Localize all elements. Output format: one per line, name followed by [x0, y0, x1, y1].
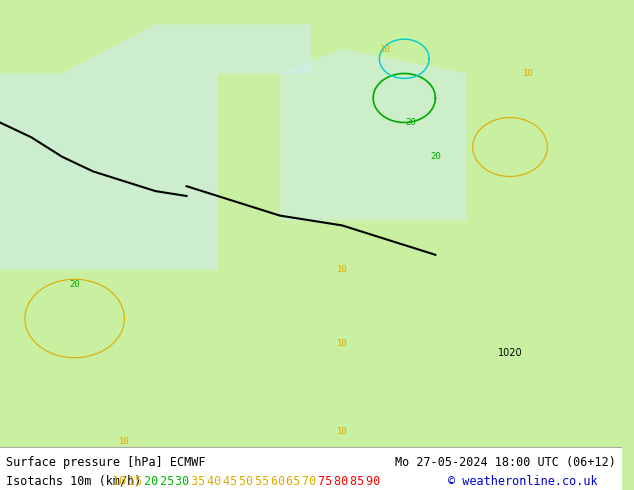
Text: 55: 55 — [255, 475, 276, 488]
Text: 20: 20 — [69, 280, 80, 289]
Text: 40: 40 — [207, 475, 228, 488]
Text: 10: 10 — [337, 339, 347, 347]
Text: 15: 15 — [128, 475, 149, 488]
Text: 85: 85 — [350, 475, 372, 488]
Text: 50: 50 — [239, 475, 260, 488]
Text: © weatheronline.co.uk: © weatheronline.co.uk — [448, 475, 597, 488]
Text: 65: 65 — [287, 475, 307, 488]
Text: 10: 10 — [337, 265, 347, 274]
Text: 70: 70 — [302, 475, 323, 488]
Text: 30: 30 — [176, 475, 197, 488]
Text: 10: 10 — [523, 69, 534, 78]
Text: Isotachs 10m (km/h): Isotachs 10m (km/h) — [6, 475, 149, 488]
Text: Mo 27-05-2024 18:00 UTC (06+12): Mo 27-05-2024 18:00 UTC (06+12) — [395, 456, 616, 468]
Text: 25: 25 — [160, 475, 181, 488]
Text: 20: 20 — [430, 152, 441, 161]
Polygon shape — [0, 24, 311, 270]
Text: 10: 10 — [380, 45, 391, 53]
Text: 1020: 1020 — [498, 348, 522, 358]
Text: 60: 60 — [271, 475, 292, 488]
Text: 35: 35 — [191, 475, 212, 488]
Text: 80: 80 — [334, 475, 356, 488]
Text: 10: 10 — [119, 437, 130, 445]
Text: 75: 75 — [318, 475, 339, 488]
Bar — [0, 448, 622, 490]
Bar — [0, 447, 622, 448]
Text: 10: 10 — [112, 475, 133, 488]
Text: 10: 10 — [337, 427, 347, 436]
Text: 45: 45 — [223, 475, 244, 488]
Text: 20: 20 — [405, 118, 416, 127]
Text: Surface pressure [hPa] ECMWF: Surface pressure [hPa] ECMWF — [6, 456, 205, 468]
Polygon shape — [280, 49, 467, 220]
Text: 20: 20 — [144, 475, 165, 488]
Text: 90: 90 — [366, 475, 387, 488]
